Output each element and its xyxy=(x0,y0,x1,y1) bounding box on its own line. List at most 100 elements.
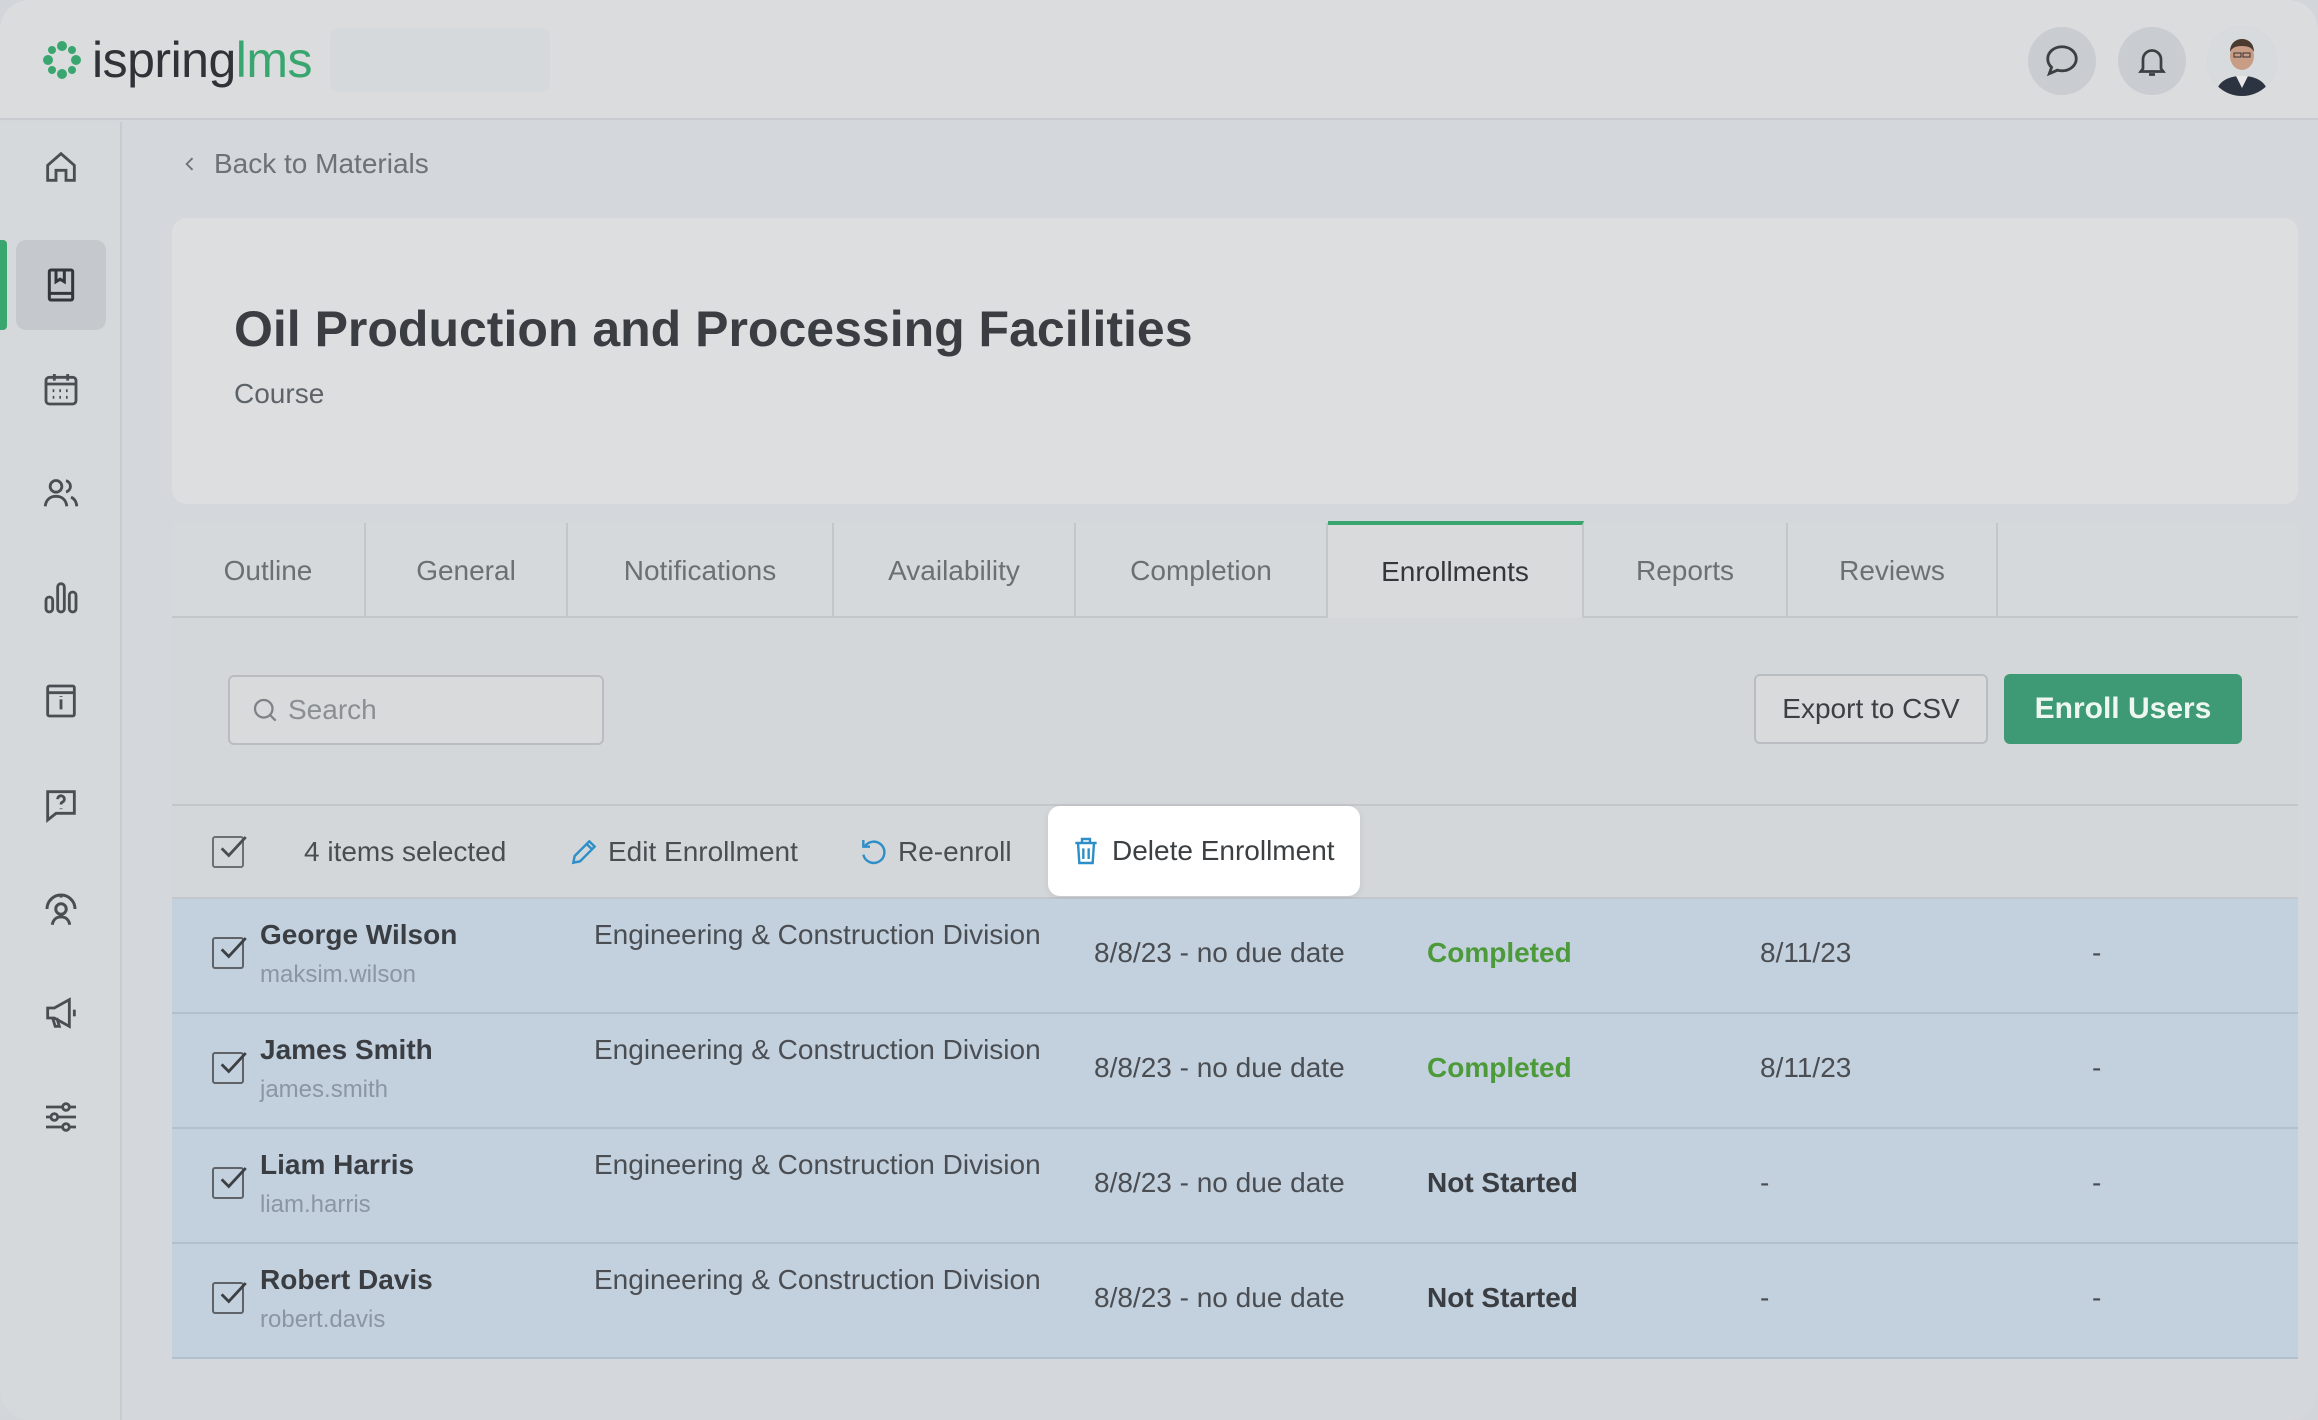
checkmark-icon xyxy=(220,1052,247,1074)
megaphone-icon xyxy=(46,997,76,1029)
user-division: Engineering & Construction Division xyxy=(594,1149,1041,1180)
home-icon xyxy=(46,151,76,182)
sidebar-active-indicator xyxy=(0,240,7,330)
sidebar xyxy=(0,122,122,1420)
status-badge: Not Started xyxy=(1427,1282,1578,1313)
enroll-users-button[interactable]: Enroll Users xyxy=(2004,674,2242,744)
logo-area-shade xyxy=(330,28,550,92)
user-name[interactable]: Liam Harris xyxy=(260,1149,415,1180)
user-login: james.smith xyxy=(260,1076,389,1103)
enrollment-date: 8/8/23 - no due date xyxy=(1094,1167,1345,1198)
selection-toolbar: 4 items selected Edit Enrollment Re-enro… xyxy=(172,804,2298,899)
logo[interactable]: ispringlms xyxy=(40,28,313,92)
tab-general[interactable]: General xyxy=(366,523,568,618)
sidebar-item-home[interactable] xyxy=(16,122,106,212)
selected-count: 4 items selected xyxy=(304,836,507,867)
table-row[interactable]: Liam Harris liam.harris Engineering & Co… xyxy=(172,1129,2298,1244)
settings-icon xyxy=(46,1102,76,1132)
sidebar-item-calendar[interactable] xyxy=(16,344,106,434)
enrollment-date: 8/8/23 - no due date xyxy=(1094,937,1345,968)
user-login: liam.harris xyxy=(260,1191,371,1218)
user-login: robert.davis xyxy=(260,1306,386,1333)
enrollment-date: 8/8/23 - no due date xyxy=(1094,1052,1345,1083)
pencil-icon xyxy=(571,839,597,865)
course-type: Course xyxy=(234,378,325,409)
back-to-materials-link[interactable]: Back to Materials xyxy=(180,148,429,180)
row-checkbox[interactable] xyxy=(212,937,247,969)
checkmark-icon xyxy=(220,937,247,959)
notifications-button[interactable] xyxy=(2118,27,2186,95)
tab-notifications[interactable]: Notifications xyxy=(568,523,834,618)
avatar-image xyxy=(2207,26,2277,96)
help-icon xyxy=(46,790,76,823)
bell-icon xyxy=(2138,49,2166,76)
chat-icon xyxy=(2046,45,2078,77)
user-division: Engineering & Construction Division xyxy=(594,1264,1041,1295)
user-avatar[interactable] xyxy=(2207,26,2277,96)
extra-value: - xyxy=(2092,1167,2102,1198)
export-csv-button[interactable]: Export to CSV xyxy=(1754,674,1988,744)
extra-value: - xyxy=(2092,1282,2102,1313)
user-name[interactable]: James Smith xyxy=(260,1034,433,1065)
user-name[interactable]: George Wilson xyxy=(260,919,458,950)
tab-enrollments[interactable]: Enrollments xyxy=(1328,521,1584,618)
sidebar-item-help[interactable] xyxy=(16,760,106,850)
search-icon xyxy=(253,698,277,722)
table-row[interactable]: Robert Davis robert.davis Engineering & … xyxy=(172,1244,2298,1359)
user-division: Engineering & Construction Division xyxy=(594,919,1041,950)
checkmark-icon xyxy=(220,836,247,858)
user-login: maksim.wilson xyxy=(260,961,417,988)
top-bar: ispringlms xyxy=(0,0,2318,120)
sidebar-item-announcements[interactable] xyxy=(16,968,106,1058)
delete-enrollment-button[interactable]: Delete Enrollment xyxy=(1048,806,1360,896)
sidebar-item-support[interactable] xyxy=(16,864,106,954)
enrollments-toolbar: Search Export to CSV Enroll Users xyxy=(172,618,2298,804)
sidebar-item-reports[interactable] xyxy=(16,552,106,642)
back-link-label: Back to Materials xyxy=(214,148,429,179)
calendar-icon xyxy=(44,374,78,406)
page-title: Oil Production and Processing Facilities xyxy=(234,301,1193,357)
refresh-icon xyxy=(862,840,886,865)
logo-icon xyxy=(43,41,81,79)
search-input[interactable]: Search xyxy=(228,675,604,745)
chevron-left-icon xyxy=(185,157,194,171)
sidebar-item-settings[interactable] xyxy=(16,1072,106,1162)
reports-icon xyxy=(44,582,78,614)
extra-value: - xyxy=(2092,1052,2102,1083)
sidebar-item-users[interactable] xyxy=(16,448,106,538)
user-name[interactable]: Robert Davis xyxy=(260,1264,433,1295)
completion-date: 8/11/23 xyxy=(1760,937,1852,968)
enrollments-table: George Wilson maksim.wilson Engineering … xyxy=(172,899,2298,1359)
chat-button[interactable] xyxy=(2028,27,2096,95)
edit-enrollment-button[interactable]: Edit Enrollment xyxy=(568,836,798,868)
table-row[interactable]: George Wilson maksim.wilson Engineering … xyxy=(172,899,2298,1014)
re-enroll-button[interactable]: Re-enroll xyxy=(858,836,1012,868)
row-checkbox[interactable] xyxy=(212,1167,247,1199)
row-checkbox[interactable] xyxy=(212,1282,247,1314)
status-badge: Completed xyxy=(1427,937,1572,968)
tab-reports[interactable]: Reports xyxy=(1584,523,1788,618)
users-icon xyxy=(43,479,79,507)
tab-availability[interactable]: Availability xyxy=(834,523,1076,618)
tab-outline[interactable]: Outline xyxy=(172,523,366,618)
completion-date: - xyxy=(1760,1282,1770,1313)
completion-date: - xyxy=(1760,1167,1770,1198)
sidebar-item-materials[interactable] xyxy=(16,240,106,330)
re-enroll-label: Re-enroll xyxy=(898,836,1012,867)
row-checkbox[interactable] xyxy=(212,1052,247,1084)
user-division: Engineering & Construction Division xyxy=(594,1034,1041,1065)
select-all-checkbox[interactable] xyxy=(212,836,247,868)
table-row[interactable]: James Smith james.smith Engineering & Co… xyxy=(172,1014,2298,1129)
checkmark-icon xyxy=(220,1282,247,1304)
tab-completion[interactable]: Completion xyxy=(1076,523,1328,618)
completion-date: 8/11/23 xyxy=(1760,1052,1852,1083)
enrollment-date: 8/8/23 - no due date xyxy=(1094,1282,1345,1313)
search-placeholder: Search xyxy=(288,694,377,725)
sidebar-item-info[interactable] xyxy=(16,656,106,746)
tab-reviews[interactable]: Reviews xyxy=(1788,523,1998,618)
support-icon xyxy=(45,893,77,926)
course-header: Oil Production and Processing Facilities… xyxy=(172,218,2298,504)
status-badge: Not Started xyxy=(1427,1167,1578,1198)
status-badge: Completed xyxy=(1427,1052,1572,1083)
